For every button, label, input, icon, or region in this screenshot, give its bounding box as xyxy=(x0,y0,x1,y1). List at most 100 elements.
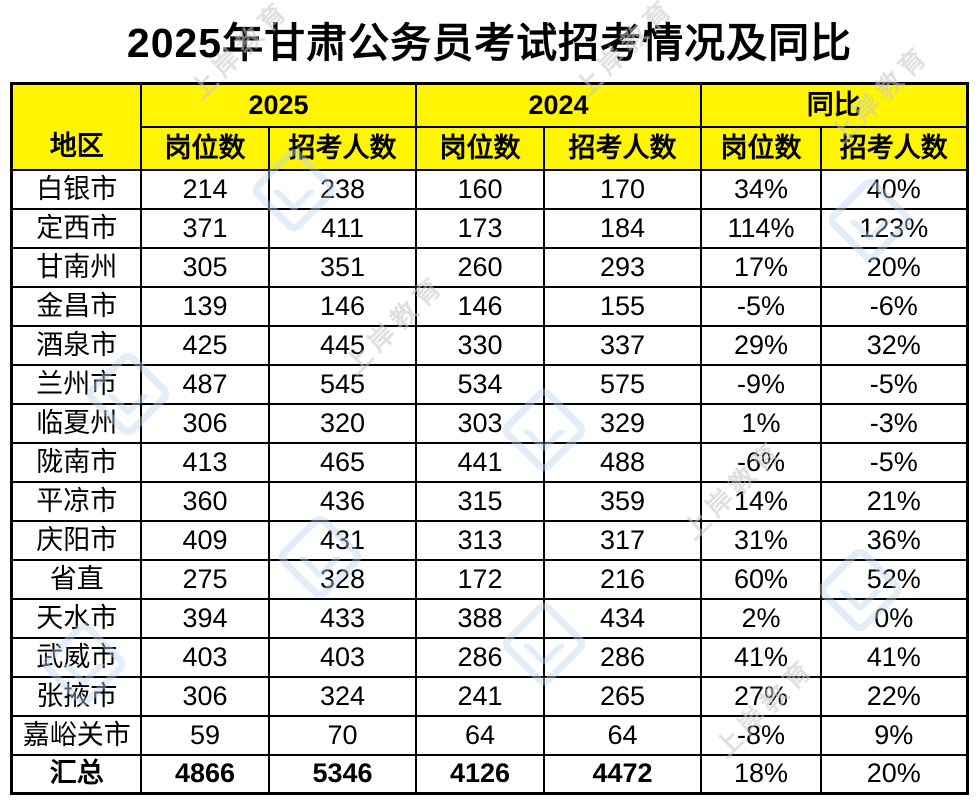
table-row: 省直 275 328 172 216 60% 52% xyxy=(10,558,969,600)
value-cell: 52% xyxy=(820,558,969,600)
value-cell: 371 xyxy=(139,207,270,249)
value-cell: 329 xyxy=(542,402,703,444)
value-cell: 436 xyxy=(267,480,418,522)
region-cell: 兰州市 xyxy=(10,363,142,405)
table-row: 定西市 371 411 173 184 114% 123% xyxy=(10,207,969,249)
region-cell: 平凉市 xyxy=(10,480,142,522)
value-cell: 260 xyxy=(415,246,545,288)
region-cell: 汇总 xyxy=(10,753,142,795)
value-cell: 20% xyxy=(820,246,969,288)
region-cell: 临夏州 xyxy=(10,402,142,444)
value-cell: 146 xyxy=(415,285,545,327)
value-cell: 445 xyxy=(267,324,418,366)
value-cell: 0% xyxy=(820,597,969,639)
value-cell: 123% xyxy=(820,207,969,249)
value-cell: 306 xyxy=(139,402,270,444)
value-cell: 18% xyxy=(700,753,823,795)
value-cell: 70 xyxy=(267,714,418,756)
value-cell: 241 xyxy=(415,675,545,717)
value-cell: 303 xyxy=(415,402,545,444)
value-cell: 413 xyxy=(139,441,270,483)
value-cell: 1% xyxy=(700,402,823,444)
table-row: 金昌市 139 146 146 155 -5% -6% xyxy=(10,285,969,327)
value-cell: 172 xyxy=(415,558,545,600)
value-cell: 170 xyxy=(542,168,703,210)
value-cell: 139 xyxy=(139,285,270,327)
value-cell: -5% xyxy=(700,285,823,327)
value-cell: -9% xyxy=(700,363,823,405)
value-cell: 64 xyxy=(542,714,703,756)
table-row: 白银市 214 238 160 170 34% 40% xyxy=(10,168,969,210)
header-sub-row: 岗位数 招考人数 岗位数 招考人数 岗位数 招考人数 xyxy=(12,125,969,171)
value-cell: 40% xyxy=(820,168,969,210)
value-cell: 27% xyxy=(700,675,823,717)
value-cell: 5346 xyxy=(267,753,418,795)
region-cell: 武威市 xyxy=(10,636,142,678)
value-cell: 315 xyxy=(415,480,545,522)
header-posts-2025: 岗位数 xyxy=(139,125,270,171)
value-cell: 155 xyxy=(542,285,703,327)
value-cell: 32% xyxy=(820,324,969,366)
value-cell: 488 xyxy=(542,441,703,483)
value-cell: 431 xyxy=(267,519,418,561)
value-cell: 17% xyxy=(700,246,823,288)
value-cell: 388 xyxy=(415,597,545,639)
value-cell: 60% xyxy=(700,558,823,600)
total-row: 汇总 4866 5346 4126 4472 18% 20% xyxy=(10,753,969,795)
value-cell: 41% xyxy=(820,636,969,678)
value-cell: 36% xyxy=(820,519,969,561)
value-cell: 216 xyxy=(542,558,703,600)
page-title: 2025年甘肃公务员考试招考情况及同比 xyxy=(126,20,853,66)
value-cell: 2% xyxy=(700,597,823,639)
header-recruits-2025: 招考人数 xyxy=(267,125,418,171)
header-recruits-2024: 招考人数 xyxy=(542,125,703,171)
header-group-2024: 2024 xyxy=(414,82,703,128)
header-posts-2024: 岗位数 xyxy=(415,125,545,171)
value-cell: 41% xyxy=(700,636,823,678)
table-row: 张掖市 306 324 241 265 27% 22% xyxy=(10,675,969,717)
value-cell: 305 xyxy=(139,246,270,288)
value-cell: 173 xyxy=(415,207,545,249)
table-row: 天水市 394 433 388 434 2% 0% xyxy=(10,597,969,639)
value-cell: 4126 xyxy=(415,753,545,795)
header-group-yoy: 同比 xyxy=(700,82,969,128)
region-cell: 定西市 xyxy=(10,207,142,249)
value-cell: 29% xyxy=(700,324,823,366)
value-cell: 31% xyxy=(700,519,823,561)
table-row: 庆阳市 409 431 313 317 31% 36% xyxy=(10,519,969,561)
value-cell: 394 xyxy=(139,597,270,639)
value-cell: 330 xyxy=(415,324,545,366)
value-cell: 114% xyxy=(700,207,823,249)
value-cell: 337 xyxy=(542,324,703,366)
value-cell: 306 xyxy=(139,675,270,717)
value-cell: 425 xyxy=(139,324,270,366)
value-cell: 293 xyxy=(542,246,703,288)
recruitment-table: 地区 2025 2024 同比 岗位数 招考人数 岗位数 招考人数 岗位数 招考… xyxy=(10,82,969,795)
value-cell: 403 xyxy=(267,636,418,678)
value-cell: 351 xyxy=(267,246,418,288)
table-row: 陇南市 413 465 441 488 -6% -5% xyxy=(10,441,969,483)
region-cell: 白银市 xyxy=(10,168,142,210)
value-cell: 4472 xyxy=(542,753,703,795)
region-cell: 金昌市 xyxy=(10,285,142,327)
value-cell: 286 xyxy=(415,636,545,678)
value-cell: -6% xyxy=(820,285,969,327)
header-posts-yoy: 岗位数 xyxy=(700,125,823,171)
value-cell: 313 xyxy=(415,519,545,561)
region-cell: 张掖市 xyxy=(10,675,142,717)
value-cell: 14% xyxy=(700,480,823,522)
value-cell: 441 xyxy=(415,441,545,483)
value-cell: 9% xyxy=(820,714,969,756)
value-cell: 545 xyxy=(267,363,418,405)
value-cell: 433 xyxy=(267,597,418,639)
value-cell: 34% xyxy=(700,168,823,210)
value-cell: 360 xyxy=(139,480,270,522)
value-cell: 324 xyxy=(267,675,418,717)
value-cell: 403 xyxy=(139,636,270,678)
value-cell: 64 xyxy=(415,714,545,756)
table-row: 临夏州 306 320 303 329 1% -3% xyxy=(10,402,969,444)
value-cell: 21% xyxy=(820,480,969,522)
value-cell: -5% xyxy=(820,363,969,405)
value-cell: 411 xyxy=(267,207,418,249)
value-cell: 20% xyxy=(820,753,969,795)
